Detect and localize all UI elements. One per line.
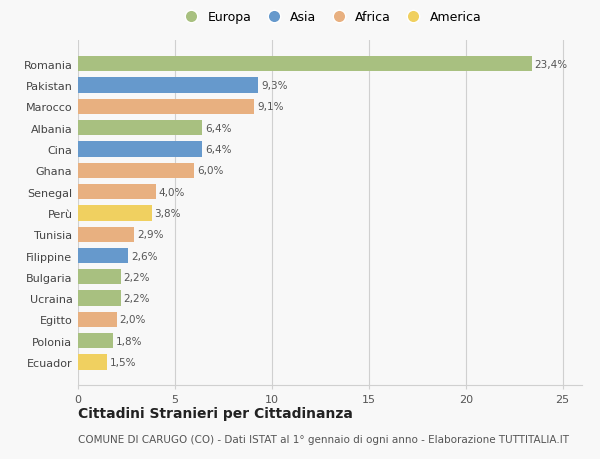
Text: 3,8%: 3,8% — [155, 208, 181, 218]
Text: 2,9%: 2,9% — [137, 230, 164, 240]
Text: 9,1%: 9,1% — [257, 102, 284, 112]
Text: 1,8%: 1,8% — [116, 336, 142, 346]
Bar — [78, 185, 155, 200]
Legend: Europa, Asia, Africa, America: Europa, Asia, Africa, America — [173, 6, 487, 29]
Bar — [78, 269, 121, 285]
Text: Cittadini Stranieri per Cittadinanza: Cittadini Stranieri per Cittadinanza — [78, 406, 353, 420]
Bar — [78, 57, 532, 72]
Text: COMUNE DI CARUGO (CO) - Dati ISTAT al 1° gennaio di ogni anno - Elaborazione TUT: COMUNE DI CARUGO (CO) - Dati ISTAT al 1°… — [78, 434, 569, 444]
Text: 6,0%: 6,0% — [197, 166, 224, 176]
Bar — [78, 333, 113, 349]
Bar — [78, 206, 152, 221]
Text: 1,5%: 1,5% — [110, 357, 136, 367]
Text: 23,4%: 23,4% — [535, 60, 568, 70]
Bar — [78, 312, 117, 327]
Bar — [78, 121, 202, 136]
Text: 2,2%: 2,2% — [124, 293, 150, 303]
Text: 9,3%: 9,3% — [261, 81, 287, 91]
Bar — [78, 355, 107, 370]
Text: 2,6%: 2,6% — [131, 251, 158, 261]
Bar — [78, 291, 121, 306]
Text: 2,2%: 2,2% — [124, 272, 150, 282]
Bar — [78, 142, 202, 157]
Text: 6,4%: 6,4% — [205, 123, 232, 134]
Bar — [78, 227, 134, 242]
Text: 2,0%: 2,0% — [119, 315, 146, 325]
Bar — [78, 100, 254, 115]
Bar — [78, 78, 258, 94]
Bar — [78, 163, 194, 179]
Text: 6,4%: 6,4% — [205, 145, 232, 155]
Text: 4,0%: 4,0% — [158, 187, 185, 197]
Bar — [78, 248, 128, 263]
